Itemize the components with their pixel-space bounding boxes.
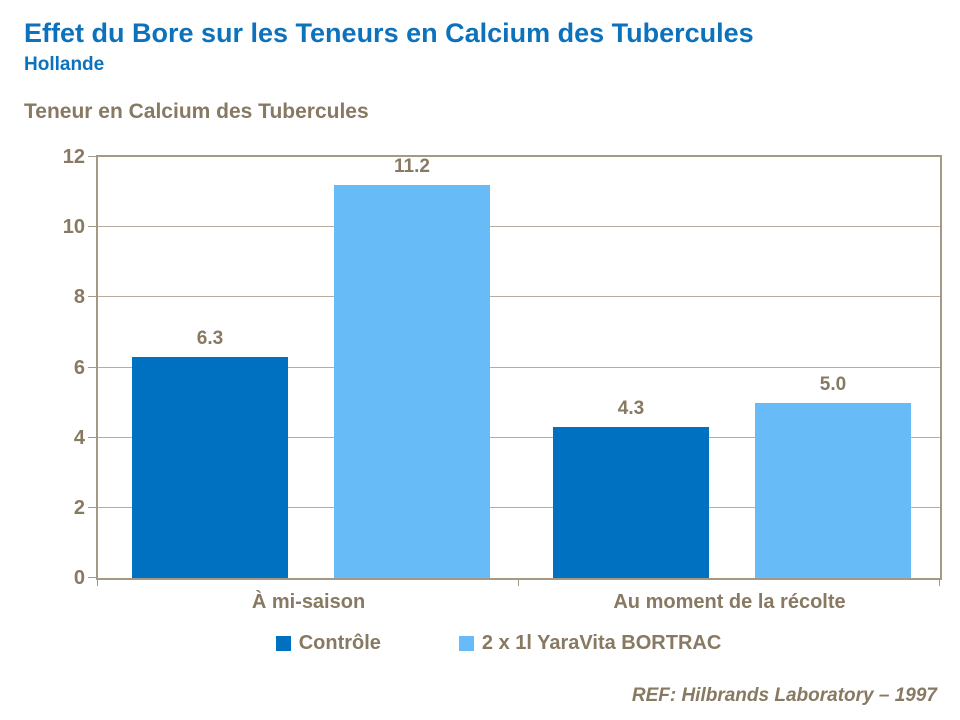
x-category-label: À mi-saison	[251, 591, 366, 613]
gridline	[98, 506, 940, 508]
bar-controle	[553, 427, 709, 578]
legend-swatch-icon	[458, 636, 474, 651]
y-tick-mark	[88, 366, 98, 368]
y-tick-mark	[88, 156, 98, 157]
bar-controle	[132, 356, 288, 578]
bar-value-label: 6.3	[196, 327, 224, 349]
bar-value-label: 11.2	[394, 156, 430, 178]
y-tick-label: 2	[73, 496, 85, 519]
y-tick-label: 12	[62, 146, 85, 168]
gridline	[98, 296, 940, 298]
bar-bortrac	[334, 185, 490, 578]
y-tick-mark	[88, 296, 98, 298]
chart-legend: Contrôle 2 x 1l YaraVita BORTRAC	[37, 632, 960, 655]
y-tick-label: 6	[73, 356, 85, 379]
plot-area: 6.3 11.2 4.3 5.0	[96, 155, 942, 580]
x-tick-mark	[518, 580, 519, 586]
legend-item: 2 x 1l YaraVita BORTRAC	[458, 632, 722, 655]
y-tick-label: 0	[73, 567, 85, 589]
gridline	[98, 436, 940, 438]
gridline	[98, 226, 940, 228]
y-tick-label: 8	[73, 286, 85, 309]
y-tick-label: 4	[73, 426, 85, 449]
bar-bortrac	[755, 402, 911, 578]
y-tick-mark	[88, 577, 98, 578]
legend-item: Contrôle	[275, 632, 381, 655]
legend-label: Contrôle	[298, 632, 381, 654]
x-tick-mark	[939, 580, 940, 586]
chart-title: Teneur en Calcium des Tubercules	[24, 100, 369, 123]
y-tick-mark	[88, 226, 98, 228]
reference-text: REF: Hilbrands Laboratory – 1997	[631, 685, 937, 706]
x-category-label: Au moment de la récolte	[613, 591, 846, 613]
x-tick-mark	[97, 580, 98, 586]
y-tick-mark	[88, 436, 98, 438]
page-title: Effet du Bore sur les Teneurs en Calcium…	[24, 18, 754, 48]
page-subtitle: Hollande	[24, 54, 105, 75]
y-tick-label: 10	[62, 216, 85, 239]
legend-label: 2 x 1l YaraVita BORTRAC	[481, 632, 722, 654]
bar-value-label: 4.3	[617, 398, 645, 420]
gridline	[98, 366, 940, 368]
y-tick-mark	[88, 506, 98, 508]
bar-value-label: 5.0	[819, 373, 847, 395]
legend-swatch-icon	[275, 636, 291, 651]
